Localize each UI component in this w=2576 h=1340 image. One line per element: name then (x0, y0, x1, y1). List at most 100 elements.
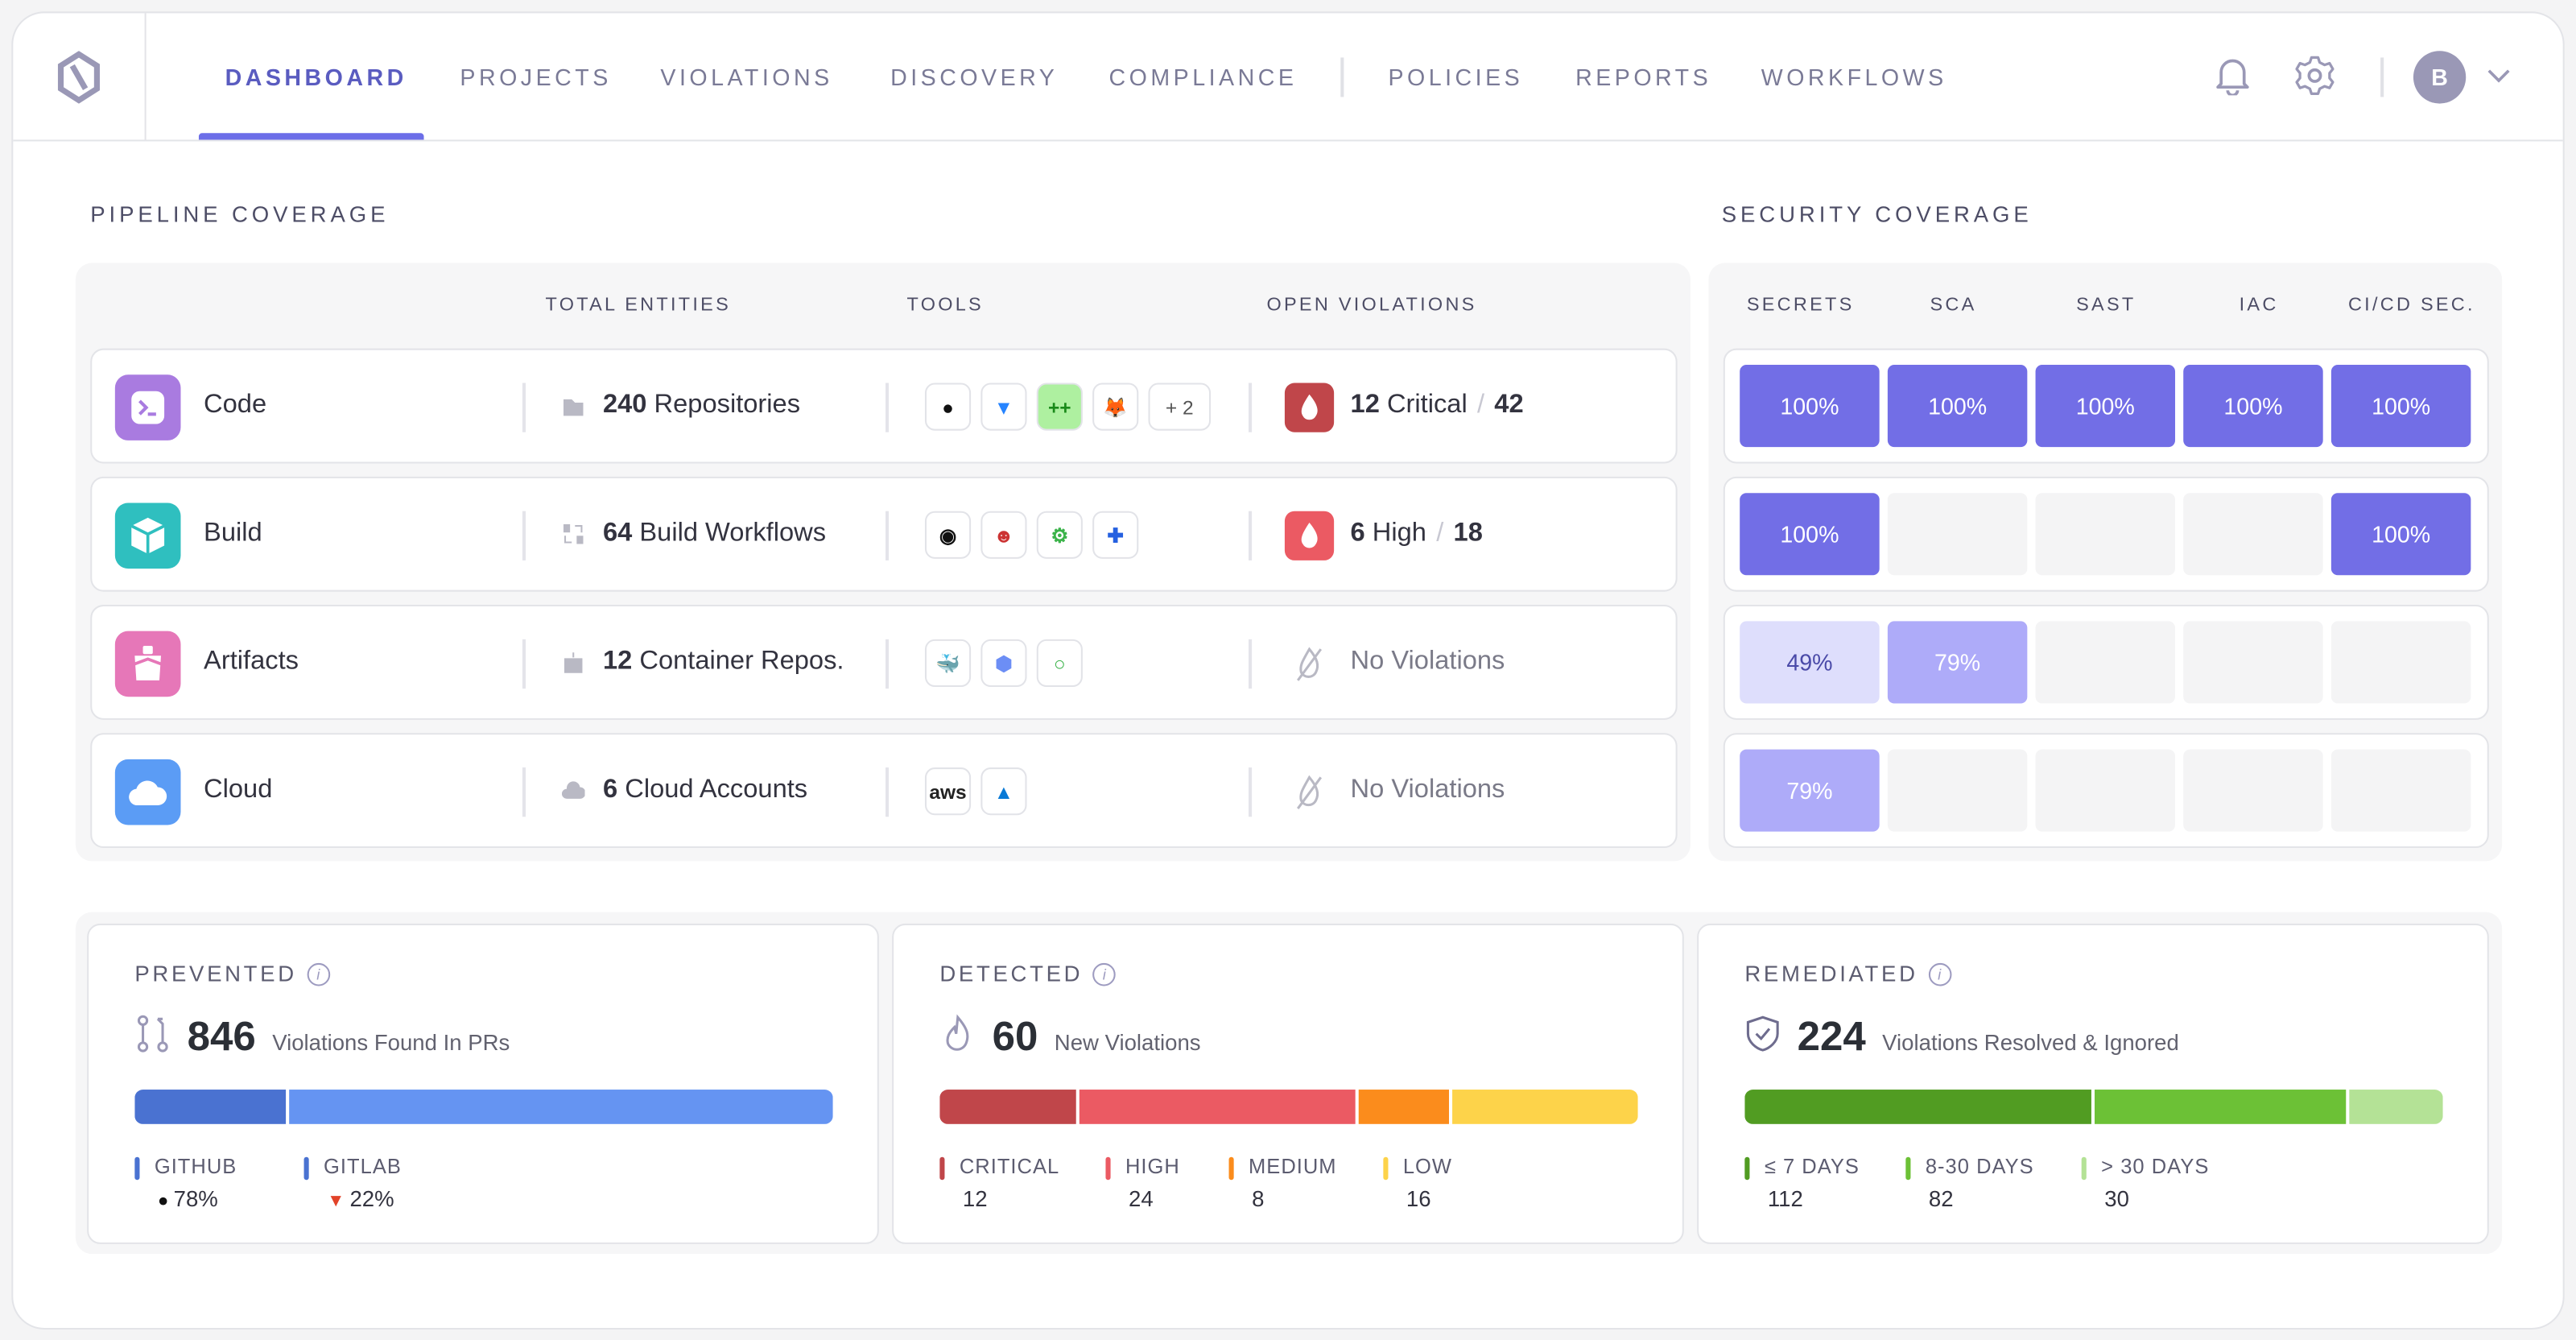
flame-icon (1284, 383, 1335, 432)
legend-label: 8-30 DAYS (1925, 1155, 2034, 1179)
metrics-panel: PREVENTED i 846 Violations Found In PRs GITH… (75, 912, 2503, 1255)
github-actions-icon[interactable]: ⚙ (1036, 511, 1083, 559)
legend-value-text: 16 (1406, 1186, 1431, 1212)
legend-value: 12 (963, 1186, 988, 1211)
pipeline-coverage-title: PIPELINE COVERAGE (90, 202, 390, 227)
entity-count[interactable]: 240 Repositories (603, 391, 800, 421)
docker-icon[interactable]: 🐳 (924, 639, 972, 688)
chevron-down-icon[interactable] (2475, 52, 2521, 98)
logo[interactable] (13, 13, 147, 142)
user-avatar[interactable]: B (2413, 51, 2467, 104)
detected-summary: 60 New Violations (939, 1014, 1201, 1061)
column-header-tools: TOOLS (906, 296, 984, 316)
remediated-description: Violations Resolved & Ignored (1882, 1030, 2179, 1056)
no-violations-icon (1285, 639, 1334, 689)
detected-bar-segment (939, 1090, 1076, 1124)
remediated-summary: 224 Violations Resolved & Ignored (1744, 1014, 2179, 1061)
legend-label: CRITICAL (959, 1155, 1060, 1179)
coverage-cell-secrets[interactable]: 49% (1740, 621, 1880, 704)
bell-icon[interactable] (2210, 52, 2256, 98)
info-icon[interactable]: i (1927, 962, 1951, 986)
detected-count: 60 (992, 1014, 1038, 1061)
coverage-cell-secrets[interactable]: 100% (1740, 493, 1880, 576)
nav-reports[interactable]: REPORTS (1575, 64, 1712, 91)
prevented-title-text: PREVENTED (134, 961, 297, 986)
coverage-cell-iac (2183, 493, 2323, 576)
legend-marker (2081, 1156, 2087, 1181)
coverage-cell-sast (2035, 493, 2176, 576)
open-violations[interactable]: 6 High / 18 (1351, 519, 1483, 549)
github-icon[interactable]: ● (924, 383, 972, 431)
legend-value-text: 82 (1928, 1186, 1954, 1212)
more-tools-button[interactable]: + 2 (1148, 383, 1212, 431)
nav-discovery[interactable]: DISCOVERY (890, 64, 1059, 91)
column-header-total-entities: TOTAL ENTITIES (545, 296, 732, 316)
coverage-cell-secrets[interactable]: 100% (1740, 365, 1880, 448)
pipeline-row-code[interactable]: Code 240 Repositories ● ▼ ++ 🦊 + 2 12 Critical /… (90, 348, 1678, 464)
legend-value: 16 (1406, 1186, 1431, 1211)
aws-icon[interactable]: aws (924, 767, 972, 816)
security-row-artifacts: 49% 79% (1723, 605, 2489, 720)
nav-policies[interactable]: POLICIES (1388, 64, 1524, 91)
legend-marker (1905, 1156, 1911, 1181)
nav-violations[interactable]: VIOLATIONS (660, 64, 833, 91)
active-tab-indicator (198, 133, 424, 140)
coverage-cell-secrets[interactable]: 79% (1740, 749, 1880, 832)
bitbucket-icon[interactable]: ▼ (980, 383, 1027, 431)
nav-projects[interactable]: PROJECTS (460, 64, 612, 91)
nav-workflows[interactable]: WORKFLOWS (1761, 64, 1947, 91)
no-violations-label: No Violations (1350, 647, 1505, 676)
nav-compliance[interactable]: COMPLIANCE (1108, 64, 1298, 91)
coverage-cell-sca[interactable]: 79% (1887, 621, 2028, 704)
azure-pipelines-icon[interactable]: ✚ (1092, 511, 1139, 559)
remediated-legend-7days: ≤ 7 DAYS 112 (1744, 1155, 1860, 1211)
gear-icon[interactable] (2292, 52, 2338, 98)
artifact-registry-icon[interactable]: ○ (1036, 639, 1083, 688)
entity-count[interactable]: 6 Cloud Accounts (603, 775, 807, 805)
azure-icon[interactable]: ▲ (980, 767, 1027, 816)
container-registry-icon[interactable]: ⬢ (980, 639, 1027, 688)
entity-count-value: 240 (602, 391, 647, 420)
shield-check-icon (1744, 1014, 1781, 1061)
security-row-build: 100% 100% (1723, 476, 2489, 592)
remediated-legend-30days: > 30 DAYS 30 (2081, 1156, 2210, 1211)
entity-count[interactable]: 12 Container Repos. (603, 647, 844, 677)
pipeline-row-cloud[interactable]: Cloud 6 Cloud Accounts aws ▲ No Violations (90, 733, 1678, 849)
coverage-cell-sca[interactable]: 100% (1887, 365, 2028, 448)
violation-total: 42 (1494, 391, 1524, 420)
circleci-icon[interactable]: ◉ (924, 511, 972, 559)
coverage-cell-iac[interactable]: 100% (2183, 365, 2323, 448)
remediated-bar-segment (2093, 1090, 2347, 1124)
gerrit-icon[interactable]: ++ (1036, 383, 1083, 431)
open-violations[interactable]: 12 Critical / 42 (1351, 391, 1524, 421)
prevented-description: Violations Found In PRs (272, 1030, 510, 1056)
remediated-title-text: REMEDIATED (1744, 961, 1918, 986)
info-icon[interactable]: i (307, 962, 330, 986)
column-divider (522, 511, 526, 560)
logo-icon (57, 51, 100, 104)
coverage-cell-cicdsec[interactable]: 100% (2330, 493, 2471, 576)
jenkins-icon[interactable]: ☻ (980, 511, 1027, 559)
gitlab-icon: ▼ (327, 1191, 345, 1212)
coverage-cell-cicdsec[interactable]: 100% (2330, 365, 2471, 448)
column-divider (522, 767, 526, 817)
detected-legend-high: HIGH 24 (1105, 1156, 1179, 1211)
column-divider (885, 767, 889, 817)
info-icon[interactable]: i (1092, 962, 1117, 986)
pipeline-row-artifacts[interactable]: Artifacts 12 Container Repos. 🐳 ⬢ ○ No Violat… (90, 605, 1678, 720)
prevented-card: PREVENTED i 846 Violations Found In PRs GITH… (87, 923, 879, 1244)
entity-count-label: Repositories (654, 391, 801, 420)
gitlab-icon[interactable]: 🦊 (1092, 383, 1139, 431)
entity-count-label: Cloud Accounts (625, 775, 808, 804)
coverage-cell-sast[interactable]: 100% (2035, 365, 2176, 448)
prevented-title: PREVENTED i (134, 961, 330, 986)
legend-value-text: 112 (1767, 1186, 1803, 1212)
detected-bar-segment (1358, 1090, 1449, 1124)
detected-legend-critical: CRITICAL 12 (939, 1155, 1060, 1211)
entity-count[interactable]: 64 Build Workflows (603, 519, 826, 549)
remediated-card: REMEDIATED i 224 Violations Resolved & Igno… (1697, 923, 2489, 1244)
pipeline-row-build[interactable]: Build 64 Build Workflows ◉ ☻ ⚙ ✚ 6 High / 18 (90, 476, 1678, 592)
prevented-summary: 846 Violations Found In PRs (134, 1014, 510, 1061)
nav-dashboard[interactable]: DASHBOARD (225, 64, 407, 91)
legend-label: ≤ 7 DAYS (1764, 1155, 1860, 1179)
